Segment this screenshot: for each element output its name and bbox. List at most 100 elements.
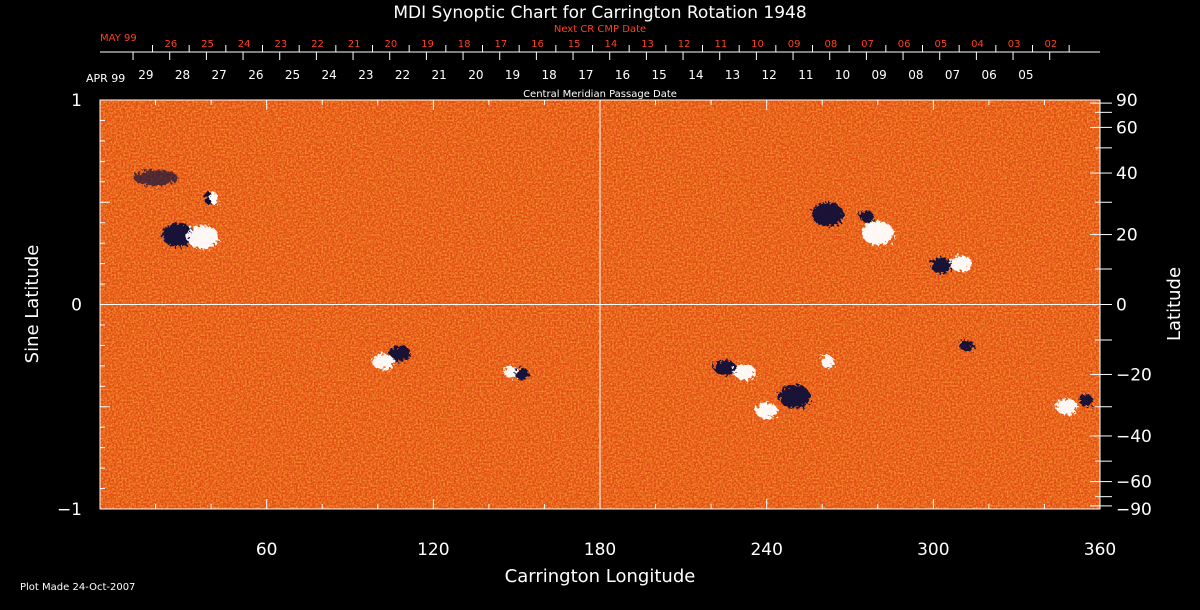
red-axis-date: 03	[1008, 39, 1021, 50]
x-tick-label: 120	[417, 540, 449, 560]
cmp-axis-date: 25	[285, 68, 300, 82]
y-right-tick-label: −20	[1116, 365, 1152, 385]
cmp-axis-date: 09	[872, 68, 887, 82]
cmp-axis-date: 13	[725, 68, 740, 82]
field-region-negative	[859, 210, 874, 223]
field-region-negative	[778, 384, 811, 409]
y-right-tick-label: −40	[1116, 427, 1152, 447]
field-region-positive	[1055, 398, 1078, 415]
red-axis-date: 02	[1044, 39, 1057, 50]
red-axis-date: 25	[201, 39, 214, 50]
y-left-tick-label: −1	[57, 500, 82, 520]
red-axis-date: 06	[898, 39, 911, 50]
plot-made-note: Plot Made 24-Oct-2007	[20, 582, 135, 593]
chart-title: MDI Synoptic Chart for Carrington Rotati…	[393, 3, 806, 23]
red-axis-date: 19	[421, 39, 434, 50]
red-axis-date: 24	[238, 39, 251, 50]
y-right-tick-label: −90	[1116, 500, 1152, 520]
field-region-positive	[504, 365, 519, 378]
red-axis-dates: 26 25 24 23 22 21 20 19 18 17 16 15 14 13 12 11 10 09 08 07…	[152, 39, 1070, 52]
field-regions	[133, 169, 1094, 419]
cmp-axis-date: 08	[908, 68, 923, 82]
red-axis-date: 16	[531, 39, 544, 50]
x-tick-label: 360	[1084, 540, 1116, 560]
red-axis-date: 07	[861, 39, 874, 50]
y-right-tick-label: 60	[1116, 118, 1138, 138]
y-right-tick-label: −60	[1116, 473, 1152, 493]
field-region-positive	[861, 220, 894, 245]
cmp-axis-date: 12	[762, 68, 777, 82]
cmp-axis-date: 06	[982, 68, 997, 82]
field-region-negative	[811, 202, 844, 227]
red-axis-date: 11	[714, 39, 727, 50]
red-axis-date: 23	[274, 39, 287, 50]
red-axis-date: 05	[934, 39, 947, 50]
cmp-axis-date: 26	[248, 68, 263, 82]
red-axis-date: 17	[494, 39, 507, 50]
field-region-positive	[755, 402, 778, 419]
red-axis-date: 15	[568, 39, 581, 50]
y-right-axis-ticks: 90 60 40 20 0 −20 −40 −60 −90	[1090, 91, 1152, 520]
field-region-positive	[950, 255, 973, 272]
red-axis-date: 09	[788, 39, 801, 50]
red-axis-month: MAY 99	[100, 33, 137, 44]
cmp-axis-date: 29	[138, 68, 153, 82]
cmp-axis-date: 24	[322, 68, 337, 82]
field-region-positive	[372, 353, 395, 370]
cmp-axis-date: 28	[175, 68, 190, 82]
red-axis-date: 21	[348, 39, 361, 50]
x-tick-label: 180	[584, 540, 616, 560]
field-region-negative	[959, 339, 974, 352]
x-axis-ticks: 60 120 180 240 300 360	[155, 100, 1116, 560]
x-tick-label: 60	[256, 540, 278, 560]
y-right-tick-label: 90	[1116, 91, 1138, 111]
red-axis-date: 22	[311, 39, 324, 50]
field-region-positive	[186, 225, 219, 250]
y-left-tick-label: 1	[71, 91, 82, 111]
cmp-axis-date: 27	[212, 68, 227, 82]
field-region-positive	[209, 192, 219, 205]
plot-area	[100, 100, 1100, 509]
cmp-axis-date: 17	[578, 68, 593, 82]
y-left-axis-label: Sine Latitude	[22, 245, 43, 364]
field-region-negative	[1079, 394, 1094, 407]
field-region-negative	[133, 169, 178, 186]
cmp-axis-date: 23	[358, 68, 373, 82]
x-tick-label: 240	[750, 540, 782, 560]
field-region-negative	[930, 257, 953, 274]
cmp-axis-date: 20	[468, 68, 483, 82]
red-axis-date: 13	[641, 39, 654, 50]
red-axis-date: 18	[458, 39, 471, 50]
field-region-negative	[714, 359, 736, 376]
cmp-axis-date: 14	[688, 68, 703, 82]
cmp-axis-date: 18	[542, 68, 557, 82]
cmp-axis-date: 07	[945, 68, 960, 82]
x-tick-label: 300	[917, 540, 949, 560]
cmp-axis-date: 22	[395, 68, 410, 82]
red-axis-date: 10	[751, 39, 764, 50]
cmp-axis-label: Central Meridian Passage Date	[523, 89, 677, 100]
field-region-negative	[389, 345, 411, 362]
y-right-tick-label: 40	[1116, 164, 1138, 184]
cmp-axis-date: 16	[615, 68, 630, 82]
field-region-positive	[820, 355, 835, 368]
red-axis-date: 14	[604, 39, 617, 50]
cmp-axis-date: 21	[432, 68, 447, 82]
cmp-axis-date: 05	[1018, 68, 1033, 82]
x-axis-label: Carrington Longitude	[505, 566, 696, 587]
cmp-axis-date: 15	[652, 68, 667, 82]
y-right-axis-label: Latitude	[1164, 267, 1185, 341]
cmp-axis-date: 11	[798, 68, 813, 82]
cmp-axis-month: APR 99	[86, 72, 125, 85]
y-left-axis-ticks: 1 0 −1	[57, 91, 110, 520]
red-axis-date: 04	[971, 39, 984, 50]
cmp-axis-dates: 29 28 27 26 25 24 23 22 21 20 19 18 17 16 15 14 13 12 11 10…	[132, 52, 1051, 82]
red-axis-label: Next CR CMP Date	[554, 24, 646, 35]
field-region-negative	[515, 368, 530, 381]
red-axis-date: 26	[164, 39, 177, 50]
y-right-tick-label: 20	[1116, 226, 1138, 246]
cmp-axis-date: 10	[835, 68, 850, 82]
red-axis-date: 12	[678, 39, 691, 50]
cmp-axis-date: 19	[505, 68, 520, 82]
